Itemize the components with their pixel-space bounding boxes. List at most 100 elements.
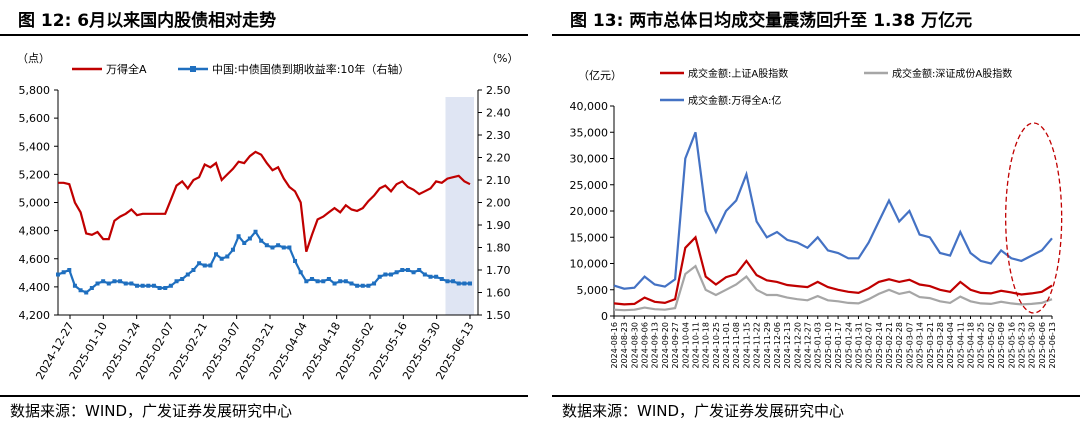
bond-yield-marker [270, 245, 275, 250]
bond-yield-marker [321, 279, 326, 284]
left-tick-label: 4,800 [19, 225, 51, 238]
legend-label-wind-all-a: 成交金额:万得全A:亿 [688, 94, 781, 107]
bond-yield-marker [101, 279, 106, 284]
bond-yield-marker [247, 236, 252, 241]
left-axis-unit: （点） [17, 52, 50, 65]
y-tick-label: 0 [601, 310, 608, 323]
x-tick-label: 2025-02-28 [895, 322, 904, 369]
x-tick-label: 2025-04-04 [946, 322, 955, 369]
bond-yield-marker [112, 279, 117, 284]
x-tick-label: 2025-03-07 [905, 322, 914, 369]
bond-yield-marker [383, 272, 388, 277]
bond-yield-marker [411, 270, 416, 275]
x-tick-label: 2025-06-13 [1048, 322, 1057, 369]
bond-yield-marker [309, 277, 314, 281]
bond-yield-marker [61, 270, 66, 275]
x-tick-label: 2025-01-03 [814, 322, 823, 369]
bond-yield-marker [377, 274, 382, 279]
legend-label-shenzhen: 成交金额:深证成份A股指数 [892, 67, 1012, 80]
bond-yield-marker [349, 281, 354, 286]
x-tick-label: 2024-09-27 [671, 322, 680, 369]
left-chart-title: 图 12: 6月以来国内股债相对走势 [18, 11, 277, 31]
bond-yield-marker [140, 283, 145, 288]
x-tick-label: 2024-12-06 [773, 322, 782, 369]
x-tick-label: 2025-01-10 [824, 322, 833, 369]
bond-yield-marker [388, 272, 393, 277]
left-source-rule [0, 395, 528, 397]
bond-yield-marker [445, 279, 450, 284]
x-tick-label: 2025-05-23 [1017, 322, 1026, 369]
bond-yield-marker [343, 279, 348, 284]
y-tick-label: 5,000 [577, 284, 609, 297]
right-tick-label: 2.40 [486, 107, 511, 120]
bond-yield-marker [400, 268, 405, 272]
bond-yield-marker [129, 281, 134, 286]
bond-yield-marker [259, 238, 264, 243]
x-tick-label: 2024-09-20 [661, 322, 670, 369]
bond-yield-marker [163, 286, 168, 290]
bond-yield-marker [174, 279, 179, 284]
x-tick-label: 2024-08-23 [620, 322, 629, 369]
bond-yield-marker [468, 281, 472, 286]
x-tick-label: 2025-02-07 [865, 322, 874, 369]
bond-yield-marker [326, 277, 331, 281]
x-tick-label: 2025-03-28 [936, 322, 945, 369]
bond-yield-marker [451, 279, 456, 284]
y-tick-label: 15,000 [570, 231, 609, 244]
right-title-rule [552, 34, 1080, 36]
y-tick-label: 20,000 [570, 205, 609, 218]
bond-yield-marker [197, 261, 202, 266]
bond-yield-marker [219, 256, 224, 261]
bond-yield-marker [180, 277, 185, 281]
bond-yield-marker [298, 270, 303, 275]
left-chart-panel: 图 12: 6月以来国内股债相对走势 （点） （%） 5,800 5,600 5,400… [0, 0, 528, 427]
right-tick-label: 2.00 [486, 197, 511, 210]
right-tick-label: 1.70 [486, 264, 511, 277]
bond-yield-marker [67, 268, 72, 272]
bond-yield-marker [151, 283, 156, 288]
left-tick-label: 4,200 [19, 309, 51, 322]
x-tick-label: 2024-09-13 [651, 322, 660, 369]
bond-yield-marker [355, 283, 360, 288]
left-tick-label: 5,800 [19, 84, 51, 97]
x-tick-label: 2024-12-13 [783, 322, 792, 369]
bond-yield-marker [366, 283, 371, 288]
y-axis-unit: （亿元） [578, 69, 622, 82]
x-tick-label: 2024-12-27 [804, 322, 813, 369]
bond-yield-marker [242, 241, 247, 245]
bond-yield-marker [422, 272, 427, 277]
x-tick-label: 2025-04-25 [977, 322, 986, 369]
x-tick-label: 2024-10-25 [712, 322, 721, 369]
bond-yield-marker [208, 263, 213, 268]
right-tick-label: 1.80 [486, 242, 511, 255]
x-tick-label: 2024-12-20 [793, 322, 802, 369]
bond-yield-marker [56, 272, 60, 277]
bond-yield-marker [191, 268, 196, 272]
right-source-rule [552, 395, 1080, 397]
bond-yield-marker [462, 281, 467, 286]
right-tick-label: 1.60 [486, 287, 511, 300]
bond-yield-marker [405, 268, 410, 272]
x-tick-label: 2025-03-21 [926, 322, 935, 369]
left-chart-source: 数据来源：WIND，广发证券发展研究中心 [10, 402, 293, 420]
bond-yield-marker [304, 279, 309, 284]
bond-yield-marker [78, 288, 83, 293]
bond-yield-marker [123, 281, 128, 286]
right-chart-title: 图 13: 两市总体日均成交量震荡回升至 1.38 万亿元 [570, 11, 973, 31]
x-tick-label: 2024-08-16 [610, 322, 619, 369]
bond-yield-marker [332, 281, 337, 286]
bond-yield-marker [439, 277, 444, 281]
left-tick-label: 4,600 [19, 253, 51, 266]
bond-yield-marker [428, 274, 433, 279]
bond-yield-marker [146, 283, 151, 288]
x-tick-label: 2024-10-04 [681, 322, 690, 369]
bond-yield-marker [276, 243, 281, 248]
shenzhen-a-turnover-line [613, 264, 1053, 312]
bond-yield-marker [84, 290, 89, 295]
legend-label-shanghai: 成交金额:上证A股指数 [688, 67, 788, 80]
y-tick-label: 10,000 [570, 258, 609, 271]
bond-yield-marker [230, 247, 235, 252]
bond-yield-marker [293, 259, 298, 263]
left-tick-label: 5,000 [19, 197, 51, 210]
bond-yield-marker [202, 263, 207, 268]
